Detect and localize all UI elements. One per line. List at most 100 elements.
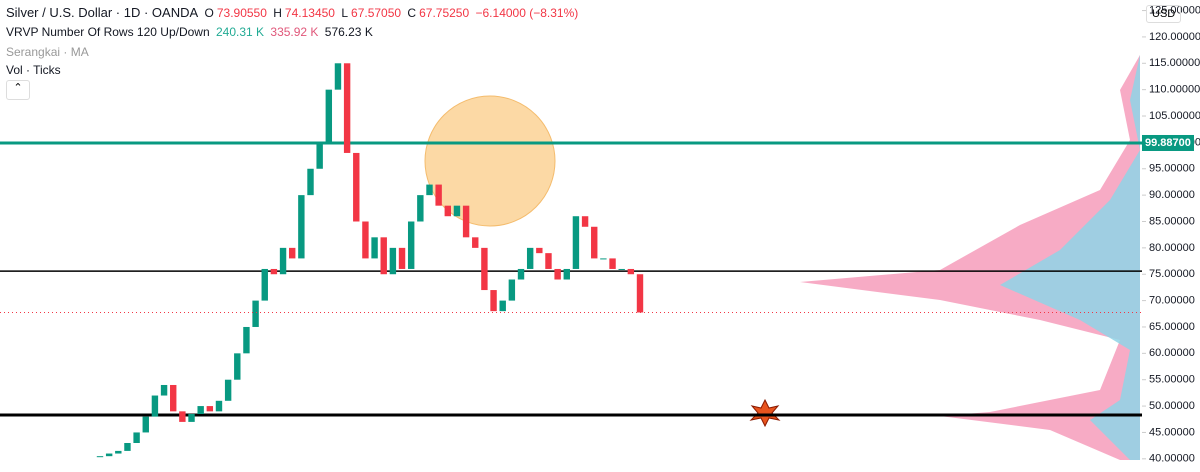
y-tick-label: 95.00000 (1149, 163, 1195, 175)
candle (563, 268, 570, 280)
candle (179, 411, 186, 422)
candle (618, 268, 625, 270)
candle (389, 247, 397, 275)
candle (362, 221, 369, 259)
candle (325, 89, 333, 143)
price-tag-label: 99.88700 (1145, 137, 1191, 149)
candle (490, 290, 497, 312)
h-label: H (273, 6, 282, 20)
candle (600, 258, 607, 260)
candle (609, 258, 616, 269)
candle (243, 326, 250, 354)
symbol: Silver / U.S. Dollar · 1D · OANDA (6, 5, 199, 20)
candle (160, 384, 168, 396)
candle (316, 142, 323, 169)
candle (206, 406, 214, 412)
y-tick-label: 75.00000 (1149, 268, 1195, 280)
candle (133, 432, 140, 443)
candle (499, 300, 506, 312)
candle (124, 442, 131, 451)
vrvp-row: VRVP Number Of Rows 120 Up/Down 240.31 K… (6, 25, 376, 39)
candle (636, 274, 644, 313)
candle (536, 247, 543, 254)
close: 67.75250 (419, 6, 470, 20)
candle (554, 268, 561, 280)
y-tick-label: 55.00000 (1149, 374, 1195, 386)
y-tick-label: 40.00000 (1149, 453, 1195, 465)
candle (215, 400, 223, 412)
volume-profile-up (1000, 55, 1140, 460)
candle (261, 268, 268, 301)
candle (481, 247, 488, 291)
c-label: C (407, 6, 417, 20)
y-tick-label: 65.00000 (1149, 321, 1195, 333)
candle (462, 205, 470, 238)
candle (581, 216, 589, 227)
candle (252, 300, 259, 327)
candle (270, 268, 278, 275)
y-tick-label: 60.00000 (1149, 347, 1195, 359)
candle (591, 226, 598, 259)
l-label: L (341, 6, 349, 20)
candle (224, 379, 232, 401)
y-tick-label: 105.00000 (1149, 110, 1200, 122)
price-tag (1142, 134, 1194, 151)
candle (96, 456, 104, 458)
candle (444, 205, 451, 217)
ma-indicator[interactable]: Serangkai · MA (6, 45, 89, 59)
candle (188, 413, 195, 422)
y-tick-label: 45.00000 (1149, 426, 1195, 438)
y-tick-label: 115.00000 (1149, 57, 1200, 69)
y-tick-label: 85.00000 (1149, 215, 1195, 227)
candle (234, 353, 241, 380)
y-tick-label: 120.00000 (1149, 31, 1200, 43)
symbol-row: Silver / U.S. Dollar · 1D · OANDA O 73.90… (6, 5, 581, 20)
y-tick-label: 90.00000 (1149, 189, 1195, 201)
candle (371, 237, 378, 259)
vrvp: VRVP Number Of Rows 120 Up/Down (6, 25, 210, 39)
candle (334, 63, 342, 90)
candle (289, 247, 296, 259)
candle (298, 195, 305, 259)
high: 74.13450 (284, 6, 335, 20)
candle (407, 221, 415, 269)
candle (426, 184, 433, 196)
currency-button[interactable]: USD (1146, 5, 1182, 23)
price-axis (1142, 0, 1200, 472)
candle (526, 247, 534, 269)
low: 67.57050 (351, 6, 402, 20)
y-tick-label: 50.00000 (1149, 400, 1195, 412)
change: −6.14000 (−8.31%) (475, 6, 579, 20)
candle (435, 184, 442, 206)
vol-total: 576.23 K (324, 25, 373, 39)
candle (170, 384, 177, 412)
candle (453, 205, 461, 217)
open: 73.90550 (216, 6, 267, 20)
candle (517, 268, 525, 280)
candle (115, 450, 122, 454)
candle (197, 406, 204, 414)
candle (307, 168, 314, 196)
y-tick-label: 110.00000 (1149, 84, 1200, 96)
vol-down: 335.92 K (270, 25, 319, 39)
candle (545, 253, 552, 269)
o-label: O (204, 6, 214, 20)
collapse-button[interactable]: ⌃ (6, 80, 30, 100)
candle (353, 152, 360, 222)
volume-profile-down (800, 55, 1140, 460)
candle (105, 453, 113, 457)
candle (279, 247, 287, 275)
candle (472, 237, 479, 248)
y-tick-label: 70.00000 (1149, 295, 1195, 307)
candle (508, 279, 516, 301)
vol-indicator[interactable]: Vol · Ticks (6, 63, 61, 77)
candle (343, 63, 351, 153)
vol-up: 240.31 K (216, 25, 265, 39)
candle (142, 416, 149, 433)
explosion-icon (749, 398, 781, 428)
candle (380, 237, 387, 275)
candle (572, 216, 580, 269)
y-tick-label: 125.00000 (1149, 4, 1200, 16)
